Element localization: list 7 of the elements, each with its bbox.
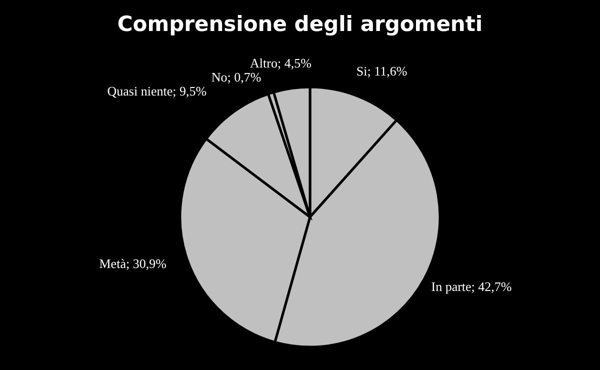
chart-title: Comprensione degli argomenti <box>116 12 484 36</box>
slice-label: Metà; 30,9% <box>99 256 167 272</box>
slice-label: No; 0,7% <box>211 69 262 84</box>
slice-label: Altro; 4,5% <box>250 55 312 70</box>
slice-label: In parte; 42,7% <box>431 279 512 294</box>
slice-label: Quasi niente; 9,5% <box>107 83 207 98</box>
slice-label: Si; 11,6% <box>356 63 408 78</box>
